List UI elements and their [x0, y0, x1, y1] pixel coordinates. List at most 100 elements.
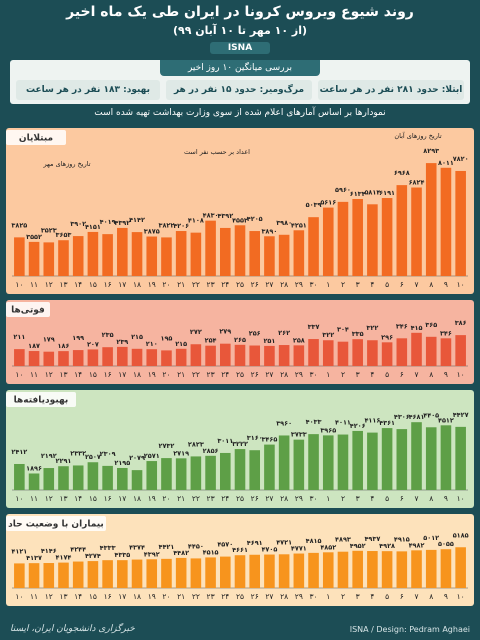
bar — [14, 349, 25, 366]
value-label: ۳۲۲ — [322, 331, 334, 339]
bar — [367, 340, 378, 366]
value-label: ۸۲۹۳ — [423, 147, 439, 155]
value-label: ۴۱۴۲ — [129, 216, 145, 224]
value-label: ۴۲۵۱ — [291, 221, 307, 229]
value-label: ۴۱۵ — [411, 324, 423, 332]
x-tick-label: ۲۵ — [236, 370, 244, 379]
x-tick-label: ۲۷ — [265, 592, 273, 601]
bar — [264, 345, 275, 366]
x-tick-label: ۹ — [444, 494, 448, 503]
bar — [264, 554, 275, 588]
bar — [219, 227, 231, 276]
bar — [175, 458, 187, 490]
value-label: ۲۷۳۲ — [159, 442, 175, 450]
x-tick-label: ۲۳ — [207, 592, 215, 601]
value-label: ۲۱۹۲ — [41, 452, 57, 460]
x-tick-label: ۱۳ — [59, 370, 67, 379]
x-tick-label: ۲۲ — [192, 280, 200, 289]
bar — [455, 547, 466, 588]
bar — [293, 230, 305, 276]
value-label: ۱۷۹ — [43, 336, 55, 344]
bar — [249, 450, 261, 490]
x-tick-label: ۲۲ — [192, 494, 200, 503]
x-tick-label: ۱۷ — [118, 592, 126, 601]
x-tick-label: ۱۰ — [15, 592, 23, 601]
x-tick-label: ۲ — [341, 280, 345, 289]
value-label: ۴۱۳۷ — [26, 554, 42, 562]
x-tick-label: ۲۳ — [207, 494, 215, 503]
x-tick-label: ۱۸ — [133, 280, 141, 289]
chart-title: بیماران با وضعیت حاد — [8, 520, 104, 530]
value-label: ۴۵۱۵ — [203, 548, 219, 556]
x-tick-label: ۲۱ — [177, 280, 185, 289]
value-label: ۵۰۳۹ — [306, 201, 322, 209]
bar — [190, 232, 202, 276]
value-label: ۴۱۴۶ — [41, 547, 57, 555]
bar — [161, 350, 172, 366]
x-tick-label: ۲۱ — [177, 494, 185, 503]
bar — [205, 220, 216, 276]
x-tick-label: ۲۷ — [265, 494, 273, 503]
x-tick-label: ۱۰ — [15, 280, 23, 289]
value-label: ۴۹۳۷ — [364, 535, 380, 543]
summary-title: بررسی میانگین ۱۰ روز اخیر — [160, 60, 320, 76]
value-label: ۲۳۵ — [102, 331, 114, 339]
bar — [337, 341, 349, 366]
bar — [190, 456, 202, 490]
x-tick-label: ۱۰ — [457, 592, 465, 601]
value-label: ۴۹۱۵ — [394, 535, 410, 543]
bar — [337, 551, 349, 588]
bar — [278, 345, 290, 366]
bar — [205, 557, 216, 588]
bar — [14, 463, 25, 490]
bar — [175, 557, 187, 588]
bar — [43, 563, 55, 588]
bar — [43, 242, 55, 276]
x-tick-label: ۱۰ — [15, 370, 23, 379]
x-tick-label: ۷ — [415, 592, 419, 601]
bar — [440, 549, 452, 588]
bar — [249, 231, 261, 276]
x-tick-label: ۲۷ — [265, 370, 273, 379]
bar — [308, 552, 319, 588]
x-tick-label: ۱۵ — [89, 494, 97, 503]
value-label: ۴۳۹۲ — [217, 212, 233, 220]
bar — [396, 429, 408, 490]
value-label: ۴۱۰۸ — [188, 217, 204, 225]
x-tick-label: ۲ — [341, 494, 345, 503]
x-tick-label: ۱۹ — [148, 280, 156, 289]
value-label: ۲۰۷ — [87, 340, 99, 348]
panel-tab — [6, 392, 76, 407]
value-label: ۳۷۳۳ — [291, 431, 307, 439]
bar — [308, 339, 319, 366]
x-tick-label: ۳۰ — [310, 370, 318, 379]
value-label: ۴۸۹۳ — [335, 536, 351, 544]
bar — [175, 231, 187, 276]
x-tick-label: ۲۴ — [221, 494, 229, 503]
value-label: ۲۵۸ — [293, 336, 305, 344]
bar — [396, 551, 408, 588]
bar — [352, 430, 363, 490]
value-label: ۲۳۹ — [116, 338, 128, 346]
x-tick-label: ۲۰ — [162, 494, 170, 503]
x-tick-label: ۱۰ — [457, 494, 465, 503]
value-label: ۴۶۶۱ — [232, 546, 248, 554]
value-label: ۳۹۶۵ — [320, 426, 336, 434]
bar — [411, 422, 422, 490]
value-label: ۲۱۰ — [146, 340, 158, 348]
value-label: ۴۲۷۴ — [85, 552, 101, 560]
value-label: ۴۰۳۳ — [306, 418, 322, 426]
value-label: ۲۰۷۹ — [129, 454, 145, 462]
bar — [278, 234, 290, 276]
bar — [278, 435, 290, 490]
bar — [411, 187, 422, 276]
x-tick-label: ۴ — [370, 592, 374, 601]
value-label: ۲۵۴ — [205, 337, 217, 345]
summary-item: بهبود: ۱۸۳ نفر در هر ساعت — [16, 80, 160, 100]
value-label: ۳۳۷ — [308, 323, 320, 331]
value-label: ۴۴۲۷ — [453, 411, 469, 419]
value-label: ۳۴۶ — [440, 329, 452, 337]
value-label: ۴۱۵۱ — [85, 223, 101, 231]
bar — [102, 465, 113, 490]
